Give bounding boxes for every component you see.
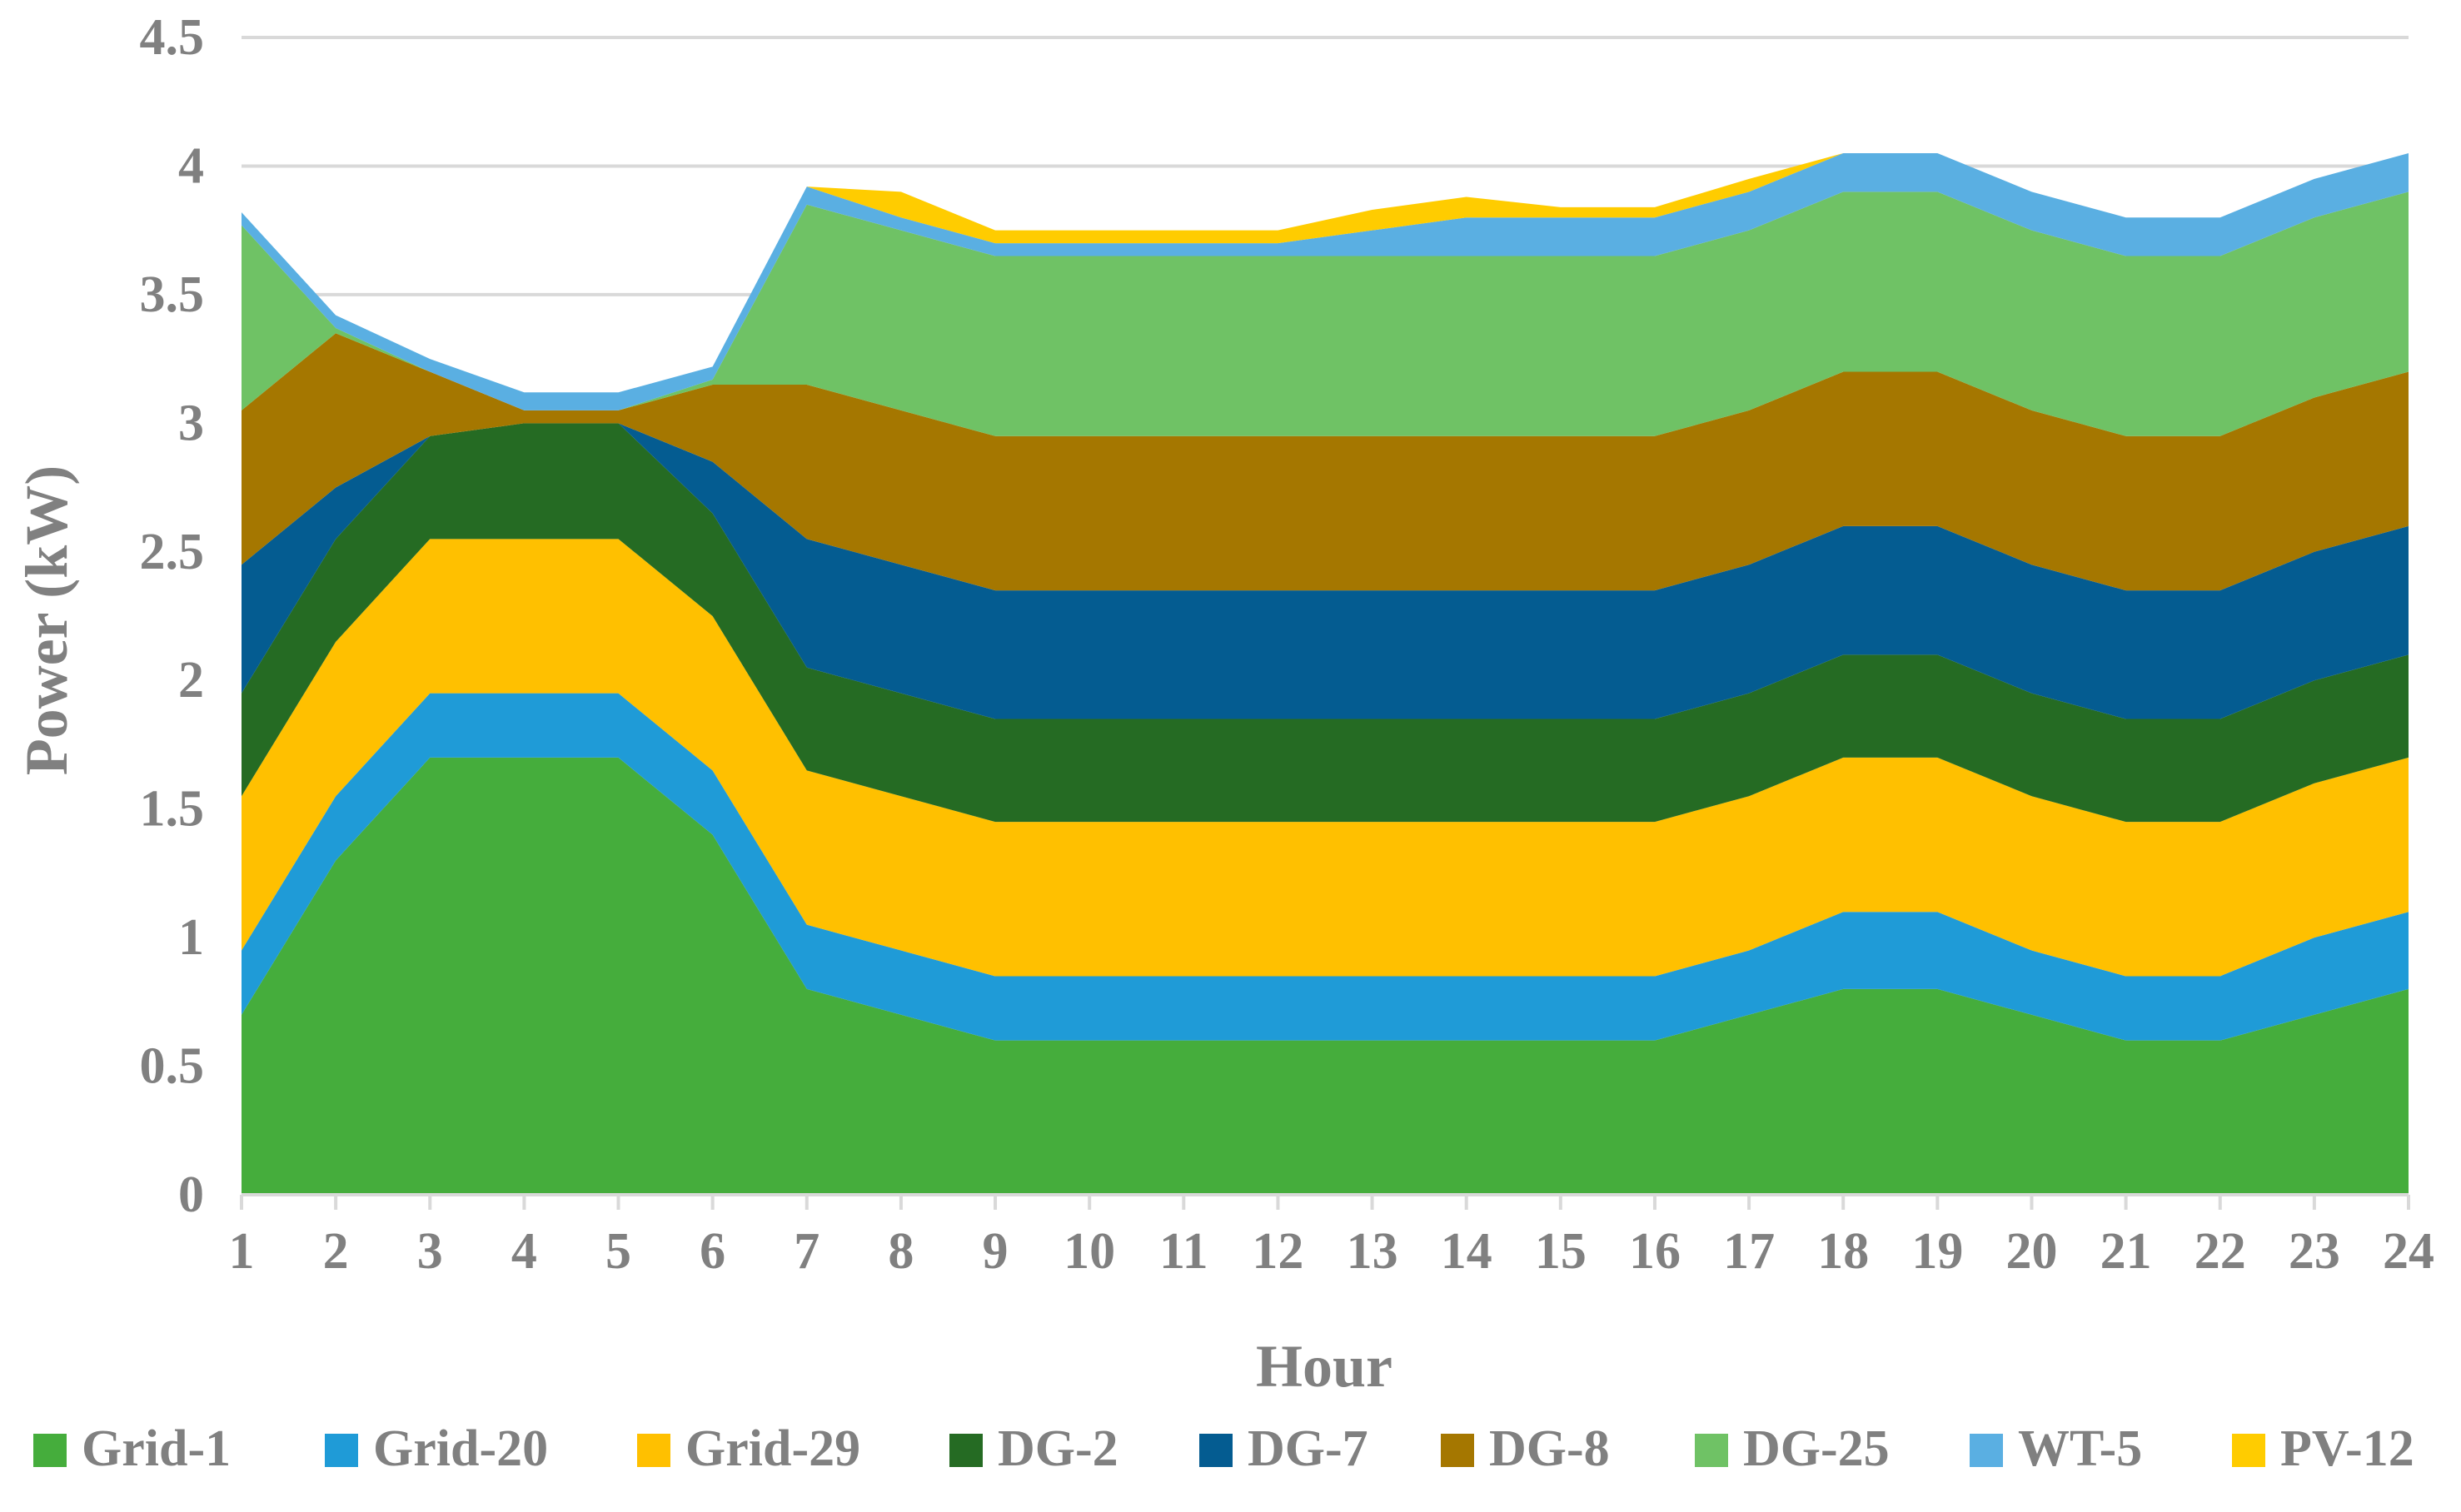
legend-label: DG-25 (1743, 1420, 1890, 1477)
legend-swatch (949, 1434, 983, 1467)
axes: 00.511.522.533.544.51 2 3 4 5 6 7 8 9 10 11 12 13 14 1… (140, 9, 2435, 1280)
legend-swatch (325, 1434, 358, 1467)
x-tick-label: 19 (1911, 1223, 1963, 1280)
x-tick-label: 14 (1441, 1223, 1492, 1280)
x-tick-label: 15 (1535, 1223, 1587, 1280)
x-tick-label: 1 (229, 1223, 255, 1280)
x-tick-label: 2 (323, 1223, 349, 1280)
legend-swatch (1695, 1434, 1728, 1467)
y-tick-label: 4 (178, 137, 204, 194)
x-tick-label: 12 (1252, 1223, 1303, 1280)
legend-swatch (33, 1434, 67, 1467)
legend-swatch (2232, 1434, 2265, 1467)
x-tick-label: 9 (983, 1223, 1009, 1280)
x-tick-label: 18 (1817, 1223, 1869, 1280)
series-area-dg-25 (242, 191, 2409, 436)
x-tick-label: 23 (2289, 1223, 2340, 1280)
legend-swatch (637, 1434, 670, 1467)
legend-label: PV-12 (2280, 1420, 2414, 1477)
x-tick-label: 4 (511, 1223, 537, 1280)
x-tick-label: 16 (1629, 1223, 1681, 1280)
x-axis-title: Hour (1256, 1333, 1392, 1400)
x-tick-label: 5 (605, 1223, 631, 1280)
legend-label: Grid-1 (82, 1420, 231, 1477)
legend-swatch (1970, 1434, 2003, 1467)
x-tick-label: 22 (2194, 1223, 2246, 1280)
y-tick-label: 0.5 (140, 1038, 205, 1095)
series-area-grid-20 (242, 693, 2409, 1041)
x-tick-label: 13 (1347, 1223, 1398, 1280)
y-tick-label: 3 (178, 395, 204, 451)
y-axis-title: Power (kW) (13, 465, 80, 776)
legend-swatch (1441, 1434, 1474, 1467)
series-area-dg-8 (242, 333, 2409, 591)
x-tick-label: 8 (888, 1223, 914, 1280)
series-area-dg-2 (242, 423, 2409, 823)
legend-label: Grid-20 (373, 1420, 548, 1477)
legend-label: Grid-29 (685, 1420, 860, 1477)
y-tick-label: 2 (178, 652, 204, 709)
y-tick-label: 3.5 (140, 266, 205, 323)
legend: Grid-1 Grid-20 Grid-29 DG-2 DG-7 DG-8 DG-25 WT-… (33, 1420, 2414, 1477)
y-tick-label: 1.5 (140, 781, 205, 838)
x-tick-label: 7 (794, 1223, 820, 1280)
x-tick-label: 21 (2100, 1223, 2152, 1280)
legend-label: DG-8 (1489, 1420, 1610, 1477)
y-tick-label: 1 (178, 909, 204, 966)
x-tick-label: 10 (1064, 1223, 1115, 1280)
x-tick-label: 11 (1159, 1223, 1208, 1280)
x-tick-label: 17 (1723, 1223, 1775, 1280)
x-tick-label: 20 (2005, 1223, 2057, 1280)
y-tick-label: 2.5 (140, 524, 205, 580)
y-tick-label: 0 (178, 1166, 204, 1223)
x-tick-label: 24 (2383, 1223, 2434, 1280)
series-area-grid-1 (242, 757, 2409, 1195)
series-areas (242, 153, 2409, 1195)
legend-label: WT-5 (2018, 1420, 2142, 1477)
x-tick-label: 3 (417, 1223, 443, 1280)
series-area-dg-7 (242, 423, 2409, 719)
x-tick-label: 6 (700, 1223, 725, 1280)
legend-swatch (1199, 1434, 1233, 1467)
y-tick-label: 4.5 (140, 9, 205, 66)
legend-label: DG-7 (1248, 1420, 1368, 1477)
legend-label: DG-2 (998, 1420, 1118, 1477)
series-area-grid-29 (242, 539, 2409, 977)
